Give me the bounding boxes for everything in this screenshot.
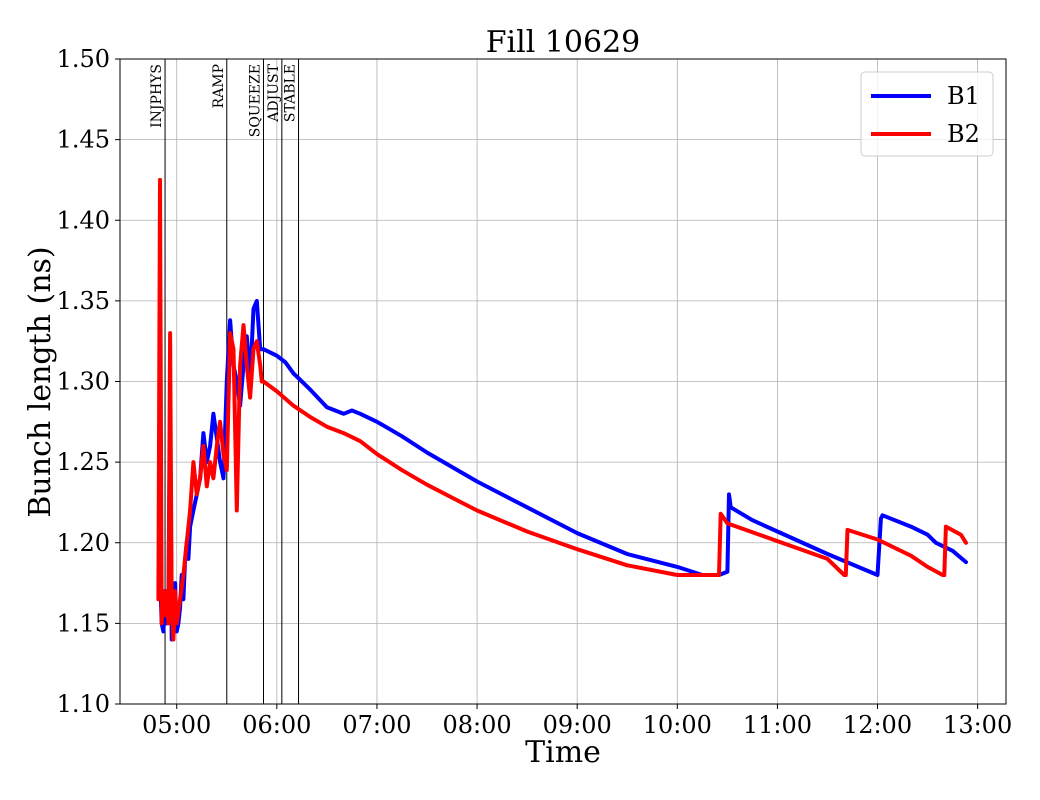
x-tick-label: 11:00 [743, 711, 812, 739]
x-tick-label: 05:00 [142, 711, 211, 739]
y-tick-label: 1.50 [57, 45, 110, 73]
phase-markers: INJPHYS RAMP SQUEEZE ADJUST STABLE [149, 59, 300, 704]
y-tick-label: 1.40 [57, 206, 110, 234]
chart-title: Fill 10629 [486, 25, 641, 60]
y-tick-label: 1.15 [57, 609, 110, 637]
x-tick-label: 08:00 [442, 711, 511, 739]
x-tick-label: 07:00 [342, 711, 411, 739]
y-tick-label: 1.10 [57, 690, 110, 718]
y-tick-label: 1.30 [57, 368, 110, 396]
legend-label-b2: B2 [947, 120, 980, 148]
series-layer [156, 177, 968, 642]
y-tick-label: 1.45 [57, 126, 110, 154]
x-tick-label: 09:00 [543, 711, 612, 739]
y-axis-label: Bunch length (ns) [23, 246, 58, 517]
y-tick-label: 1.35 [57, 287, 110, 315]
phase-label-injphys: INJPHYS [149, 64, 165, 128]
series-line-b2 [156, 177, 968, 642]
phase-label-stable: STABLE [283, 64, 299, 122]
x-tick-label: 06:00 [242, 711, 311, 739]
phase-label-adjust: ADJUST [266, 63, 282, 122]
x-tick-label: 10:00 [643, 711, 712, 739]
y-tick-label: 1.25 [57, 448, 110, 476]
x-tick-label: 13:00 [943, 711, 1012, 739]
legend-label-b1: B1 [947, 82, 980, 110]
tick-layer: 05:00 06:00 07:00 08:00 09:00 10:00 11:00 12:00… [57, 45, 1013, 739]
y-tick-label: 1.20 [57, 529, 110, 557]
series-line-b1 [158, 298, 968, 642]
phase-label-squeeze: SQUEEZE [247, 64, 263, 137]
x-tick-label: 12:00 [843, 711, 912, 739]
x-axis-label: Time [525, 735, 601, 770]
phase-label-ramp: RAMP [211, 64, 227, 108]
